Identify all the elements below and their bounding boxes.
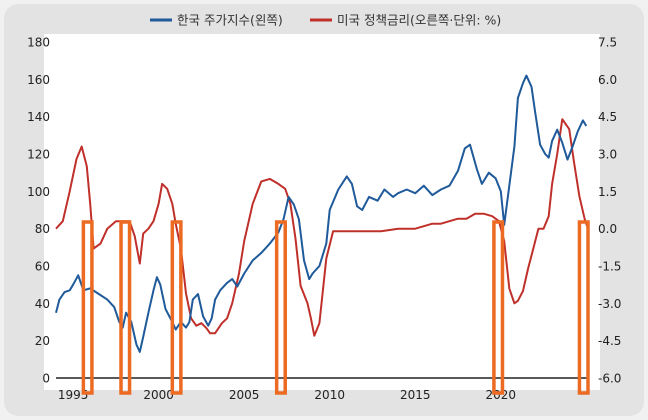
y-left-tick-label: 180: [27, 36, 50, 50]
series-line-korea-stock-index: [55, 74, 588, 353]
y-left-tick-label: 20: [35, 334, 50, 348]
y-left-tick-label: 100: [27, 185, 50, 199]
highlight-period-box-3: [170, 220, 183, 395]
y-left-tick-label: 160: [27, 73, 50, 87]
x-tick-label: 1995: [58, 388, 89, 402]
x-tick-label: 2000: [143, 388, 174, 402]
highlight-period-box-4: [274, 220, 287, 395]
x-tick-label: 2015: [400, 388, 431, 402]
y-right-tick-label: 1.5: [598, 185, 617, 199]
highlight-period-box-1: [81, 220, 94, 395]
highlight-period-box-2: [119, 220, 132, 395]
highlight-period-box-5: [492, 220, 505, 395]
y-left-tick-label: 80: [35, 222, 50, 236]
plot-area: [44, 34, 600, 390]
y-left-tick-label: 40: [35, 297, 50, 311]
y-right-tick-label: -1.5: [598, 260, 621, 274]
y-right-tick-label: 0.0: [598, 222, 617, 236]
series-line-us-policy-rate: [55, 118, 589, 337]
y-left-tick-label: 60: [35, 260, 50, 274]
y-right-tick-label: 7.5: [598, 36, 617, 50]
x-tick-label: 2010: [314, 388, 345, 402]
legend-label-2: 미국 정책금리(오른쪽·단위: %): [337, 13, 501, 28]
highlight-period-box-6: [577, 220, 590, 395]
y-left-tick-label: 0: [42, 372, 50, 386]
y-right-tick-label: -6.0: [598, 372, 621, 386]
legend-label-1: 한국 주가지수(왼쪽): [177, 13, 283, 28]
y-right-tick-label: 4.5: [598, 110, 617, 124]
x-tick-label: 2005: [229, 388, 260, 402]
y-right-tick-label: -3.0: [598, 297, 621, 311]
y-right-tick-label: 3.0: [598, 148, 617, 162]
y-right-tick-label: 6.0: [598, 73, 617, 87]
y-left-tick-label: 120: [27, 148, 50, 162]
y-left-tick-label: 140: [27, 110, 50, 124]
y-right-tick-label: -4.5: [598, 334, 621, 348]
